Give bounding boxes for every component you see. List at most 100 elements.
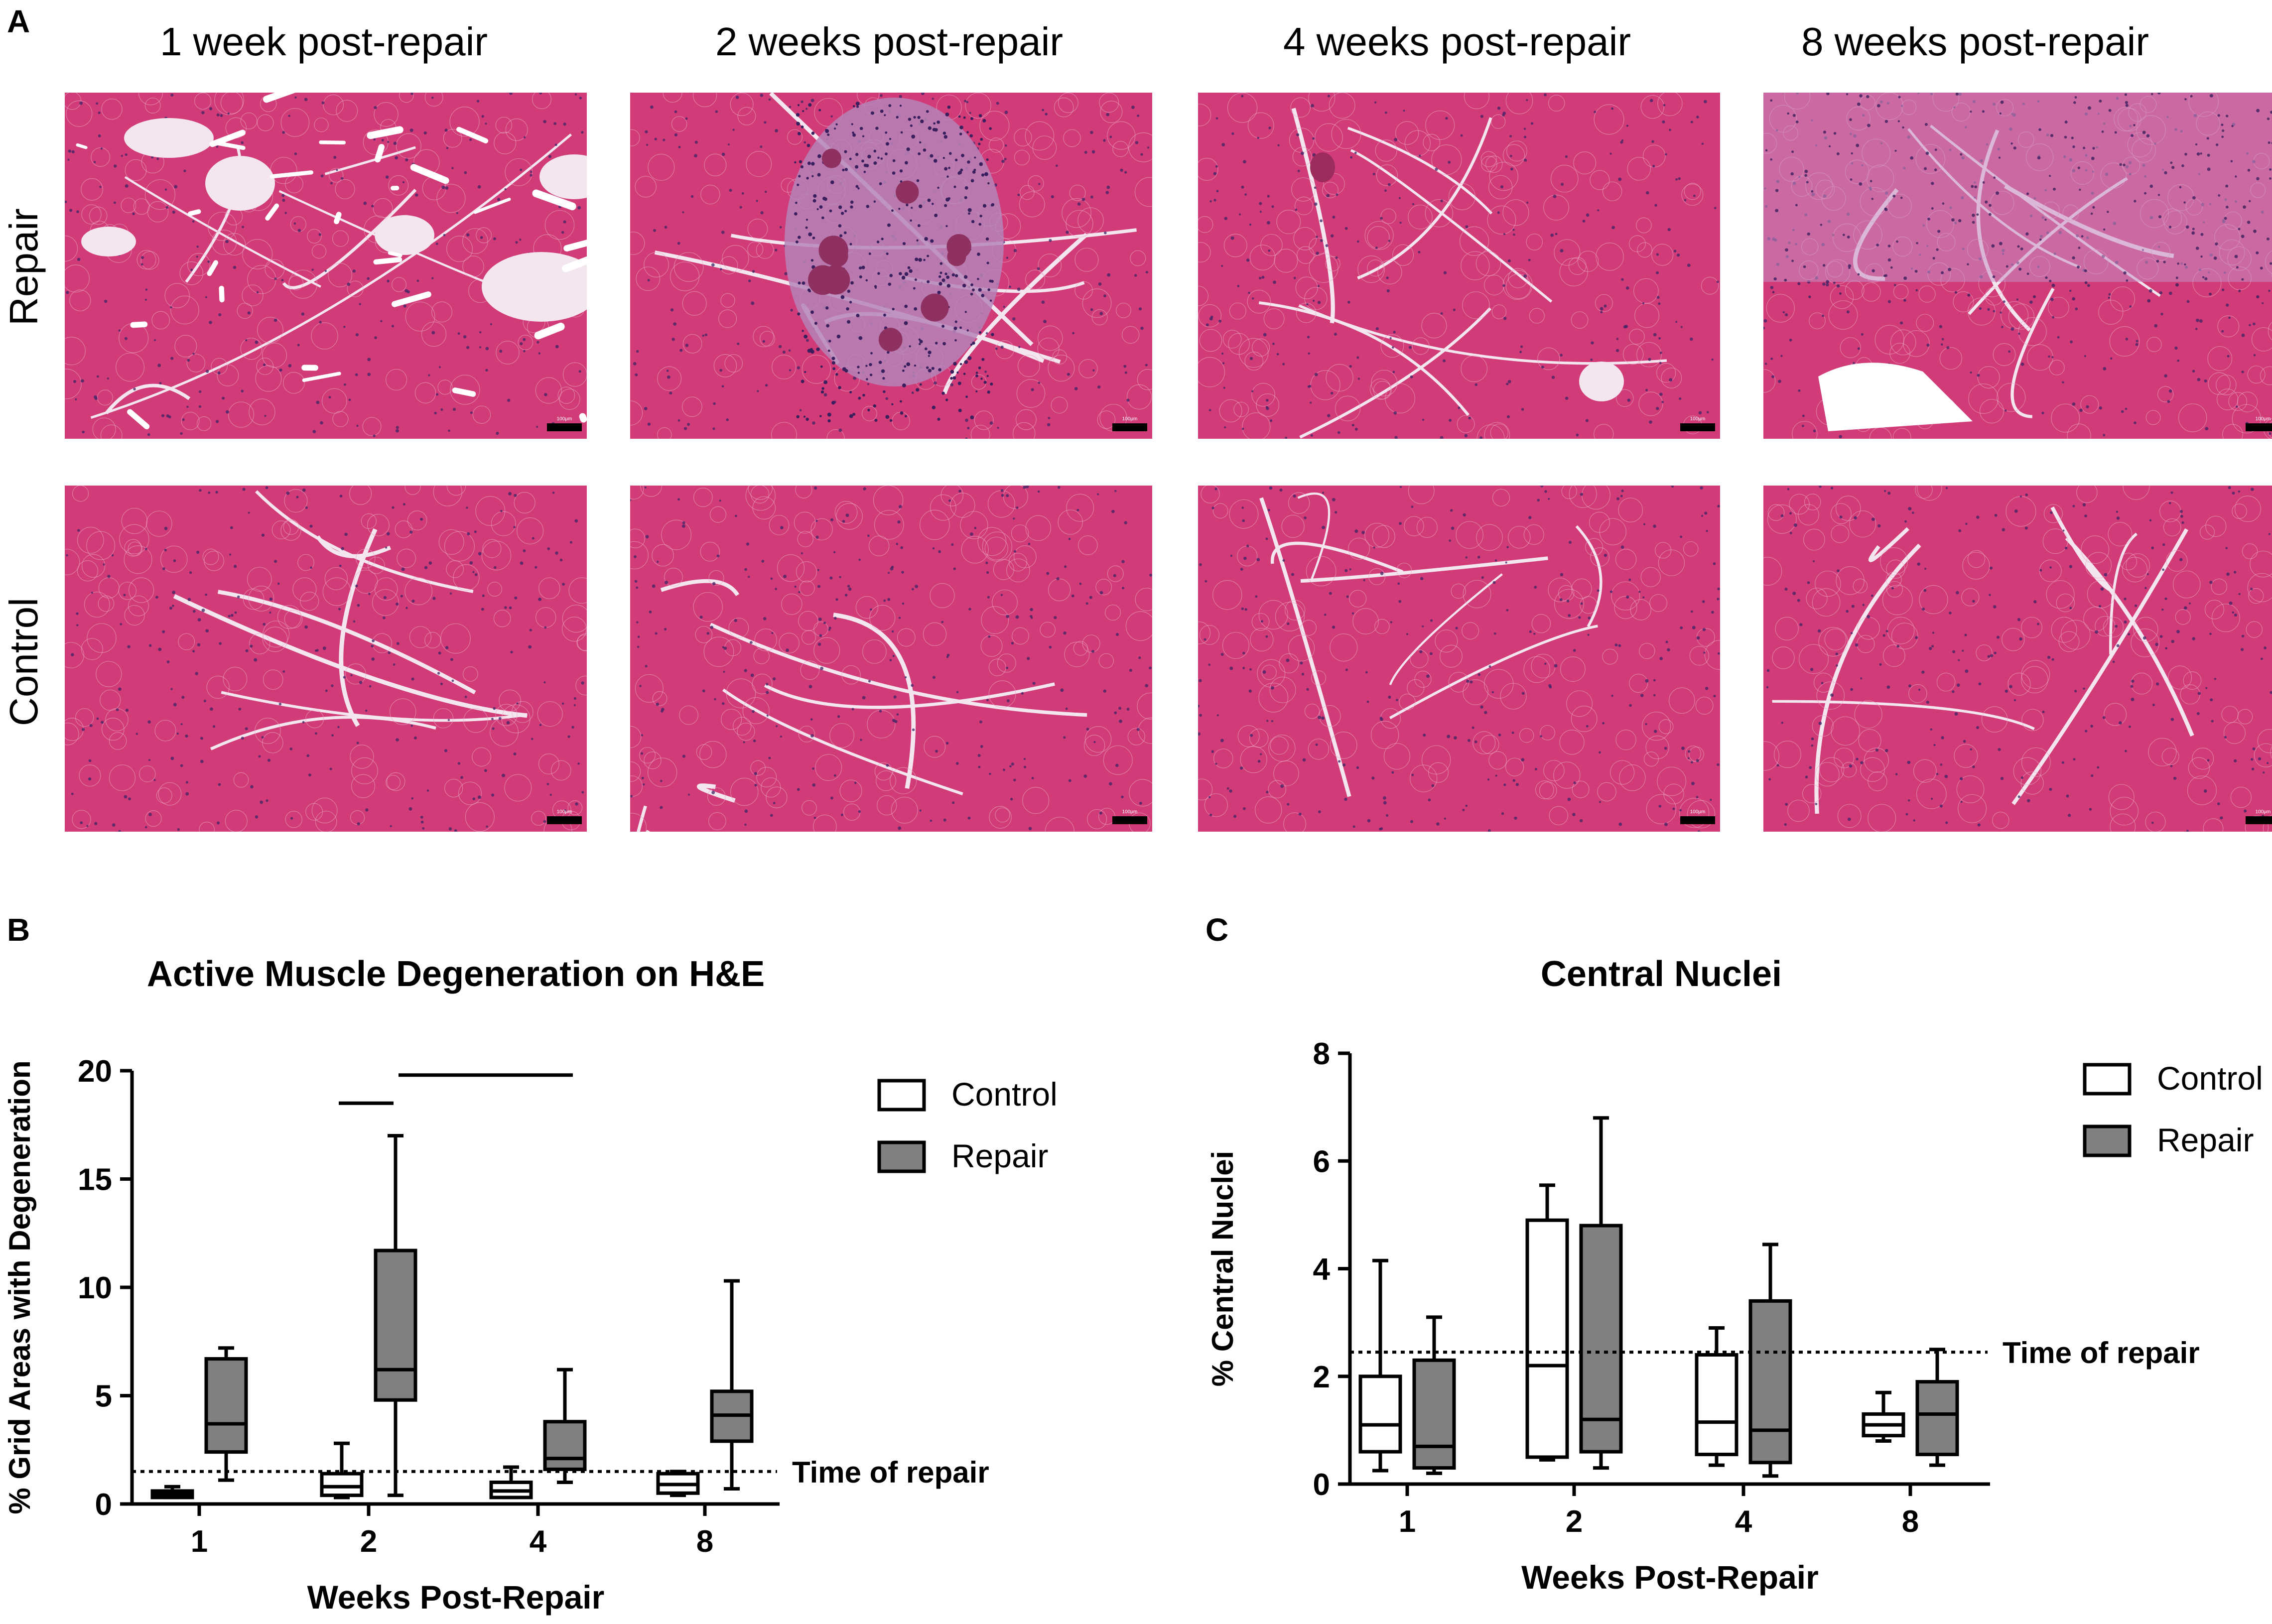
nucleus-dot [2131, 698, 2135, 701]
nucleus-dot [1001, 489, 1004, 492]
nucleus-dot [1435, 168, 1438, 171]
infiltrate-cell [2045, 276, 2047, 279]
nucleus-dot [775, 129, 778, 132]
nucleus-dot [1310, 401, 1312, 403]
nucleus-dot [1024, 766, 1026, 768]
nucleus-dot [2051, 356, 2053, 358]
nucleus-dot [1664, 747, 1667, 750]
inflammatory-cell [820, 366, 823, 368]
nucleus-dot [1145, 684, 1148, 687]
nucleus-dot [1243, 557, 1247, 560]
inflammatory-cell [913, 287, 916, 290]
nucleus-dot [1301, 151, 1304, 155]
nucleus-dot [2083, 503, 2086, 506]
nucleus-dot [800, 409, 802, 411]
nucleus-dot [660, 780, 662, 782]
nucleus-dot [1124, 521, 1127, 524]
inflammatory-cell [928, 199, 931, 202]
inflammatory-cell [909, 345, 911, 347]
nucleus-dot [316, 649, 319, 651]
nucleus-dot [205, 296, 207, 298]
nucleus-dot [695, 141, 698, 144]
nucleus-dot [736, 96, 739, 99]
inflammatory-cell [859, 266, 862, 269]
inflammatory-cell [860, 127, 863, 130]
nucleus-dot [2236, 405, 2238, 408]
infiltrate-cell [1857, 103, 1861, 106]
nucleus-dot [985, 562, 988, 564]
nucleus-dot [331, 734, 334, 737]
infiltrate-cell [1820, 224, 1822, 226]
infiltrate-cell [1999, 242, 2003, 246]
nucleus-dot [1987, 308, 1990, 311]
nucleus-dot [1090, 308, 1093, 311]
nucleus-dot [1704, 511, 1707, 514]
nucleus-dot [767, 715, 769, 717]
nucleus-dot [1560, 598, 1563, 601]
nucleus-dot [1287, 623, 1289, 625]
nucleus-dot [812, 767, 814, 770]
nucleus-dot [1809, 766, 1812, 769]
inflammatory-cell [927, 280, 930, 283]
nucleus-dot [414, 737, 417, 740]
nucleus-dot [899, 95, 902, 98]
nucleus-dot [141, 263, 143, 265]
nucleus-dot [780, 226, 782, 229]
infiltrate-cell [2196, 247, 2199, 250]
micrograph-image: 100μm [1763, 93, 2272, 439]
nucleus-dot [288, 364, 292, 368]
nucleus-dot [751, 674, 754, 677]
nucleus-dot [538, 352, 540, 354]
nucleus-dot [1038, 491, 1040, 493]
nucleus-dot [1451, 527, 1454, 530]
nucleus-dot [262, 736, 264, 739]
nucleus-dot [2189, 603, 2191, 605]
nucleus-dot [967, 427, 969, 429]
nucleus-dot [112, 823, 116, 827]
nucleus-dot [1611, 695, 1613, 697]
nucleus-dot [396, 426, 399, 429]
nucleus-dot [1977, 374, 1980, 377]
nucleus-dot [367, 277, 370, 280]
nucleus-dot [1017, 194, 1020, 196]
nucleus-dot [294, 152, 297, 155]
nucleus-dot [242, 226, 244, 228]
nucleus-dot [373, 434, 376, 437]
nucleus-dot [436, 393, 438, 396]
nucleus-dot [2047, 656, 2050, 659]
nucleus-dot [655, 138, 657, 140]
nucleus-dot [1365, 671, 1368, 674]
nucleus-dot [1134, 274, 1137, 277]
nucleus-dot [1258, 760, 1261, 763]
nucleus-dot [2229, 602, 2233, 605]
infiltrate-cell [2267, 238, 2270, 241]
nucleus-dot [636, 621, 638, 623]
nucleus-dot [1972, 765, 1975, 768]
nucleus-dot [1411, 505, 1414, 508]
tissue-tear [455, 390, 473, 394]
nucleus-dot [1388, 183, 1391, 186]
inflammatory-cell [826, 324, 829, 328]
nucleus-dot [367, 373, 371, 376]
nucleus-dot [817, 569, 819, 571]
nucleus-dot [2252, 768, 2254, 770]
nucleus-dot [1487, 778, 1489, 780]
nucleus-dot [1561, 183, 1564, 186]
nucleus-dot [507, 399, 510, 402]
nucleus-dot [101, 721, 104, 724]
inflammatory-cell [987, 182, 989, 184]
nucleus-dot [365, 710, 367, 712]
nucleus-dot [341, 547, 344, 550]
nucleus-dot [867, 383, 869, 385]
nucleus-dot [848, 588, 852, 591]
inflammatory-cell [870, 352, 873, 355]
nucleus-dot [1286, 659, 1290, 662]
nucleus-dot [2253, 748, 2256, 750]
nucleus-dot [116, 708, 119, 711]
nucleus-dot [182, 418, 185, 421]
nucleus-dot [1879, 663, 1882, 666]
nucleus-dot [1861, 333, 1864, 336]
nucleus-dot [562, 583, 565, 586]
nucleus-dot [1675, 178, 1678, 181]
inflammatory-cell [849, 391, 852, 393]
